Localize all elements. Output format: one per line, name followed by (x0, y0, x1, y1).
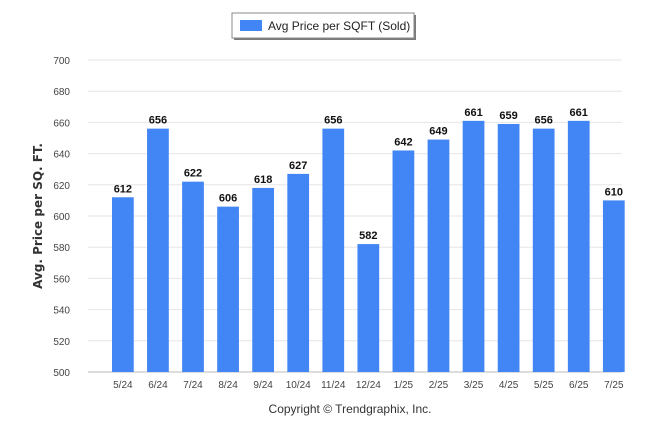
x-tick-label: 5/24 (113, 380, 133, 391)
y-axis-title: Avg. Price per SQ. FT. (31, 143, 45, 289)
y-tick-label: 580 (53, 243, 70, 254)
y-tick-label: 640 (53, 150, 70, 161)
x-tick-label: 9/24 (253, 380, 273, 391)
bar (252, 187, 275, 372)
data-label: 661 (570, 107, 588, 119)
bars (112, 120, 625, 373)
y-tick-label: 500 (53, 368, 70, 379)
x-tick-label: 7/24 (183, 380, 203, 391)
data-label: 582 (359, 230, 377, 242)
bar (182, 181, 204, 372)
legend-label: Avg Price per SQFT (Sold) (268, 19, 410, 33)
x-tick-label: 12/24 (356, 380, 381, 391)
data-label: 642 (394, 136, 412, 148)
data-label: 649 (429, 126, 447, 138)
y-tick-label: 600 (53, 212, 70, 223)
y-tick-label: 620 (53, 181, 70, 192)
data-label: 606 (219, 193, 237, 205)
y-tick-label: 680 (53, 87, 70, 98)
bar (602, 200, 625, 372)
x-tick-label: 6/24 (148, 380, 168, 391)
data-label: 661 (464, 107, 482, 119)
data-label: 656 (149, 115, 167, 127)
bar (497, 123, 520, 373)
bar (567, 120, 590, 372)
x-tick-labels: 5/24 6/24 7/24 8/24 9/24 10/24 11/24 12/24 1/25 2… (113, 380, 624, 391)
x-tick-label: 3/25 (464, 380, 484, 391)
data-label: 622 (184, 168, 202, 180)
x-tick-label: 8/24 (218, 380, 238, 391)
data-label: 656 (324, 115, 342, 127)
x-tick-label: 11/24 (321, 380, 346, 391)
bar (287, 173, 310, 372)
data-label: 610 (605, 186, 623, 198)
bar (357, 244, 380, 372)
bar (392, 150, 415, 372)
y-tick-label: 660 (53, 118, 70, 129)
legend-box (231, 12, 415, 39)
x-tick-label: 5/25 (534, 380, 554, 391)
y-tick-label: 520 (53, 337, 70, 348)
bar (427, 139, 450, 372)
y-tick-label: 540 (53, 306, 70, 317)
y-tick-labels: 500 520 540 560 580 600 620 640 660 680 700 (53, 56, 70, 379)
x-tick-label: 4/25 (499, 380, 519, 391)
data-label: 627 (289, 160, 307, 172)
data-label: 659 (499, 110, 517, 122)
data-label: 612 (114, 183, 132, 195)
bar (217, 206, 239, 372)
x-tick-label: 6/25 (569, 380, 589, 391)
x-tick-label: 10/24 (286, 380, 311, 391)
bar (322, 128, 345, 372)
legend: Avg Price per SQFT (Sold) (231, 12, 416, 40)
bar (532, 128, 555, 372)
legend-swatch (240, 20, 262, 31)
copyright-text: Copyright © Trendgraphix, Inc. (269, 402, 432, 416)
bar (147, 128, 169, 372)
x-tick-label: 7/25 (604, 380, 624, 391)
data-label: 618 (254, 174, 272, 186)
data-label: 656 (534, 115, 552, 127)
data-labels: 612 656 622 606 618 627 656 582 642 649 661 659 656 6… (114, 107, 623, 242)
y-tick-label: 700 (53, 56, 70, 67)
y-tick-label: 560 (53, 274, 70, 285)
bar (112, 197, 134, 372)
x-tick-label: 1/25 (394, 380, 414, 391)
x-tick-label: 2/25 (429, 380, 449, 391)
bar (462, 120, 485, 372)
